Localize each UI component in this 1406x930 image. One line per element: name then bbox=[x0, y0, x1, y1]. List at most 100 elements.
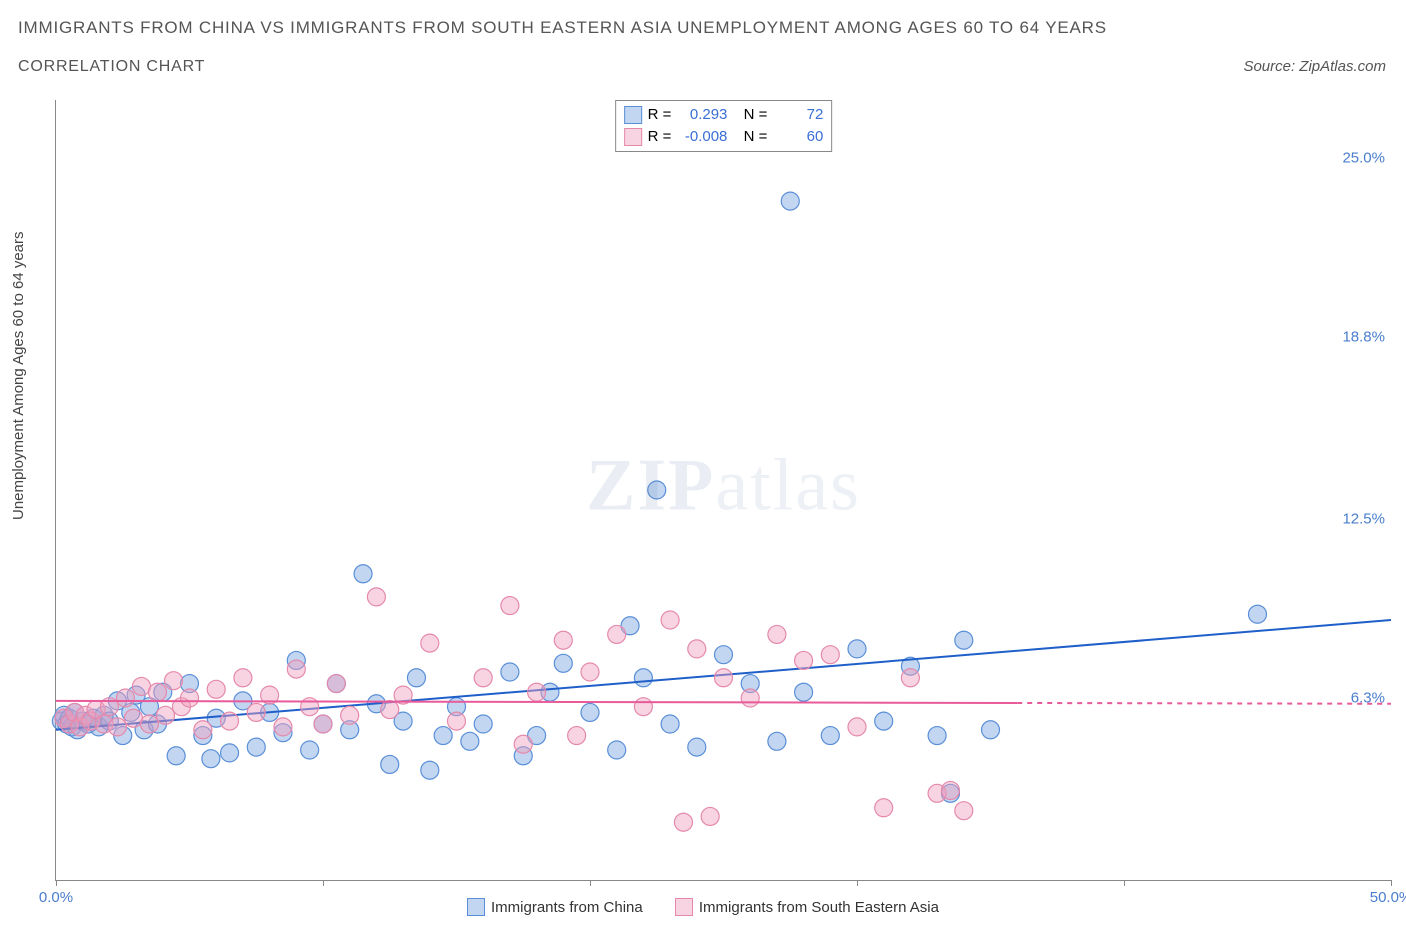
data-point bbox=[554, 654, 572, 672]
regression-line bbox=[56, 701, 1017, 703]
data-point bbox=[661, 611, 679, 629]
data-point bbox=[634, 669, 652, 687]
y-tick-label: 12.5% bbox=[1342, 510, 1385, 527]
swatch-sea-icon bbox=[675, 898, 693, 916]
data-point bbox=[274, 718, 292, 736]
data-point bbox=[955, 631, 973, 649]
data-point bbox=[421, 634, 439, 652]
data-point bbox=[581, 663, 599, 681]
n-value-china: 72 bbox=[773, 104, 823, 126]
x-tick-mark bbox=[56, 880, 57, 886]
x-tick-mark bbox=[590, 880, 591, 886]
x-tick-mark bbox=[1124, 880, 1125, 886]
data-point bbox=[221, 744, 239, 762]
data-point bbox=[301, 698, 319, 716]
data-point bbox=[821, 727, 839, 745]
data-point bbox=[124, 709, 142, 727]
chart-subtitle: CORRELATION CHART bbox=[18, 58, 205, 76]
data-point bbox=[407, 669, 425, 687]
data-point bbox=[434, 727, 452, 745]
chart-title: IMMIGRANTS FROM CHINA VS IMMIGRANTS FROM… bbox=[18, 18, 1107, 38]
data-point bbox=[848, 718, 866, 736]
data-point bbox=[116, 689, 134, 707]
data-point bbox=[608, 741, 626, 759]
data-point bbox=[501, 663, 519, 681]
legend-label-china: Immigrants from China bbox=[491, 899, 643, 916]
data-point bbox=[474, 669, 492, 687]
r-value-china: 0.293 bbox=[677, 104, 727, 126]
r-label: R = bbox=[648, 126, 672, 148]
data-point bbox=[1249, 605, 1267, 623]
legend-item-sea: Immigrants from South Eastern Asia bbox=[675, 898, 939, 916]
data-point bbox=[955, 802, 973, 820]
chart-area: Unemployment Among Ages 60 to 64 years Z… bbox=[0, 90, 1406, 930]
data-point bbox=[164, 672, 182, 690]
data-point bbox=[167, 747, 185, 765]
data-point bbox=[901, 669, 919, 687]
stats-row-china: R = 0.293 N = 72 bbox=[624, 104, 824, 126]
y-tick-label: 18.8% bbox=[1342, 328, 1385, 345]
data-point bbox=[715, 669, 733, 687]
data-point bbox=[648, 481, 666, 499]
data-point bbox=[795, 683, 813, 701]
data-point bbox=[247, 738, 265, 756]
data-point bbox=[207, 680, 225, 698]
data-point bbox=[514, 735, 532, 753]
data-point bbox=[301, 741, 319, 759]
x-tick-mark bbox=[857, 880, 858, 886]
data-point bbox=[287, 660, 305, 678]
y-tick-label: 6.3% bbox=[1351, 690, 1385, 707]
data-point bbox=[202, 750, 220, 768]
data-point bbox=[474, 715, 492, 733]
data-point bbox=[701, 807, 719, 825]
data-point bbox=[608, 625, 626, 643]
data-point bbox=[181, 689, 199, 707]
data-point bbox=[381, 755, 399, 773]
data-point bbox=[848, 640, 866, 658]
legend-item-china: Immigrants from China bbox=[467, 898, 643, 916]
data-point bbox=[715, 646, 733, 664]
data-point bbox=[928, 727, 946, 745]
data-point bbox=[581, 703, 599, 721]
data-point bbox=[554, 631, 572, 649]
data-point bbox=[781, 192, 799, 210]
data-point bbox=[381, 701, 399, 719]
data-point bbox=[688, 738, 706, 756]
source-label: Source: ZipAtlas.com bbox=[1243, 58, 1386, 75]
legend-label-sea: Immigrants from South Eastern Asia bbox=[699, 899, 939, 916]
data-point bbox=[768, 625, 786, 643]
n-value-sea: 60 bbox=[773, 126, 823, 148]
plot-region: ZIPatlas R = 0.293 N = 72 R = -0.008 N =… bbox=[55, 100, 1391, 881]
data-point bbox=[367, 588, 385, 606]
y-tick-label: 25.0% bbox=[1342, 149, 1385, 166]
data-point bbox=[314, 715, 332, 733]
data-point bbox=[156, 706, 174, 724]
data-point bbox=[132, 677, 150, 695]
stats-row-sea: R = -0.008 N = 60 bbox=[624, 126, 824, 148]
data-point bbox=[421, 761, 439, 779]
swatch-china bbox=[624, 106, 642, 124]
data-point bbox=[795, 651, 813, 669]
x-tick-mark bbox=[323, 880, 324, 886]
data-point bbox=[568, 727, 586, 745]
data-point bbox=[982, 721, 1000, 739]
r-value-sea: -0.008 bbox=[677, 126, 727, 148]
data-point bbox=[634, 698, 652, 716]
data-point bbox=[768, 732, 786, 750]
data-point bbox=[341, 706, 359, 724]
data-point bbox=[741, 689, 759, 707]
data-point bbox=[501, 597, 519, 615]
n-label: N = bbox=[744, 126, 768, 148]
x-tick-mark bbox=[1391, 880, 1392, 886]
data-point bbox=[140, 715, 158, 733]
data-point bbox=[875, 799, 893, 817]
data-point bbox=[247, 703, 265, 721]
data-point bbox=[821, 646, 839, 664]
data-point bbox=[461, 732, 479, 750]
data-point bbox=[108, 718, 126, 736]
data-point bbox=[148, 683, 166, 701]
data-point bbox=[354, 565, 372, 583]
data-point bbox=[448, 712, 466, 730]
y-axis-label: Unemployment Among Ages 60 to 64 years bbox=[10, 231, 27, 520]
plot-svg bbox=[56, 100, 1391, 880]
